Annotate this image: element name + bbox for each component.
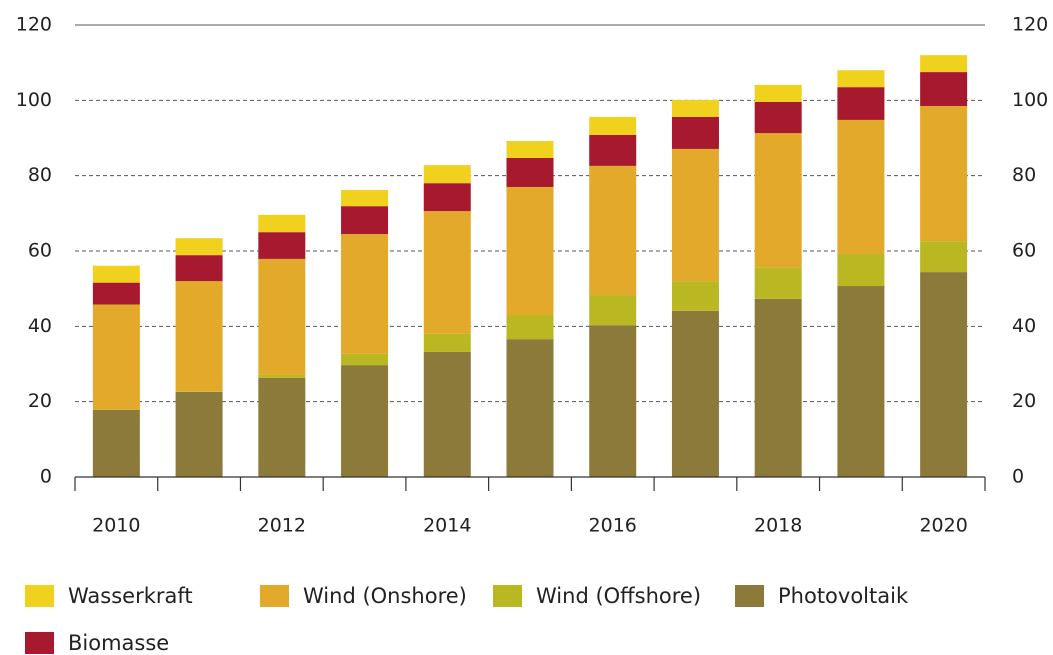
bar-segment: [423, 333, 471, 352]
bar-segment: [837, 87, 885, 120]
bar-segment: [258, 377, 306, 477]
x-tick-label: 2016: [589, 515, 637, 537]
bar-segment: [341, 234, 389, 354]
bar-segment: [589, 165, 637, 296]
x-tick-label: 2012: [258, 515, 306, 537]
bar-segment: [423, 211, 471, 334]
y-tick-label: 120: [16, 14, 52, 36]
bar-segment: [341, 206, 389, 235]
bar-segment: [506, 157, 554, 187]
bar-segment: [92, 265, 140, 283]
x-tick-label: 2014: [423, 515, 471, 537]
bar-segment: [920, 241, 968, 273]
bar-segment: [920, 105, 968, 242]
y2-tick-label: 20: [1012, 390, 1036, 412]
bar-segment: [754, 267, 802, 299]
y-tick-label: 20: [28, 390, 52, 412]
legend-label: Wasserkraft: [68, 584, 193, 608]
x-tick-label: 2010: [92, 515, 140, 537]
bar-segment: [423, 183, 471, 212]
bar-segment: [506, 186, 554, 316]
bar-segment: [175, 391, 223, 477]
bar-segment: [671, 99, 719, 117]
bar-segment: [589, 325, 637, 477]
y-tick-label: 80: [28, 164, 52, 186]
bar-segment: [920, 55, 968, 73]
bar-segment: [837, 119, 885, 255]
bar-segment: [920, 272, 968, 477]
bar-segment: [589, 134, 637, 166]
bar-segment: [92, 304, 140, 410]
bar-segment: [589, 295, 637, 326]
bar-segment: [258, 232, 306, 259]
y2-tick-label: 120: [1012, 14, 1048, 36]
bar-segment: [671, 310, 719, 477]
legend-swatch: [493, 585, 522, 607]
bar-segment: [754, 298, 802, 477]
y-tick-label: 100: [16, 89, 52, 111]
y-tick-label: 40: [28, 315, 52, 337]
bar-segment: [671, 281, 719, 311]
legend-label: Wind (Offshore): [536, 584, 701, 608]
bar-segment: [837, 254, 885, 287]
legend-label: Wind (Onshore): [303, 584, 467, 608]
bar-segment: [175, 391, 223, 392]
bar-segment: [506, 141, 554, 158]
bar-segment: [341, 353, 389, 366]
bar-segment: [92, 409, 140, 477]
bar-segment: [92, 282, 140, 305]
y2-tick-label: 80: [1012, 164, 1036, 186]
bar-segment: [423, 165, 471, 184]
legend-swatch: [260, 585, 289, 607]
bar-segment: [506, 339, 554, 477]
legend-swatch: [735, 585, 764, 607]
bar-segment: [341, 189, 389, 207]
bar-segment: [837, 286, 885, 477]
bar-segment: [754, 133, 802, 268]
bar-segment: [671, 116, 719, 149]
y-tick-label: 0: [40, 466, 52, 488]
legend-swatch: [25, 585, 54, 607]
legend-swatch: [25, 632, 54, 654]
bar-segment: [258, 214, 306, 233]
bar-segment: [258, 374, 306, 378]
x-tick-label: 2018: [754, 515, 802, 537]
y-tick-label: 60: [28, 240, 52, 262]
bar-segment: [506, 315, 554, 340]
y2-tick-label: 100: [1012, 89, 1048, 111]
bar-segment: [754, 101, 802, 134]
y2-tick-label: 40: [1012, 315, 1036, 337]
bar-segment: [175, 238, 223, 256]
x-tick-label: 2020: [919, 515, 967, 537]
bar-segment: [589, 116, 637, 135]
y2-tick-label: 60: [1012, 240, 1036, 262]
bar-segment: [754, 84, 802, 102]
bar-segment: [423, 351, 471, 477]
legend-label: Photovoltaik: [778, 584, 909, 608]
bar-segment: [920, 72, 968, 106]
legend-label: Biomasse: [68, 631, 169, 655]
bar-segment: [175, 281, 223, 392]
bar-segment: [837, 70, 885, 88]
bar-segment: [175, 255, 223, 282]
y2-tick-label: 0: [1012, 466, 1024, 488]
bar-segment: [671, 148, 719, 282]
bar-segment: [341, 365, 389, 477]
bar-segment: [258, 258, 306, 375]
